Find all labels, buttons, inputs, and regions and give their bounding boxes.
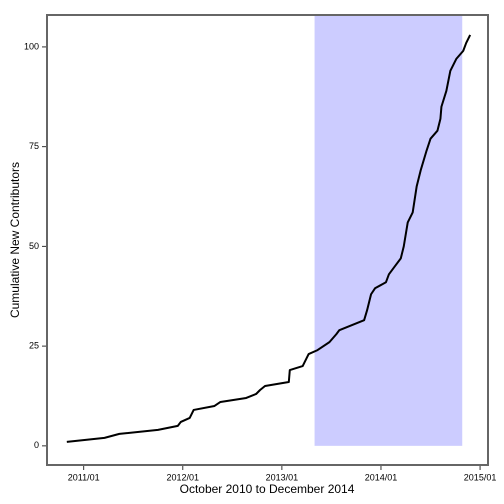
x-tick-label: 2014/01 [365, 472, 398, 482]
x-tick-label: 2011/01 [68, 472, 100, 482]
x-tick-label: 2012/01 [166, 472, 199, 482]
plot-frame [46, 14, 489, 466]
x-tick-label: 2015/01 [464, 472, 497, 482]
shaded-region [314, 15, 463, 446]
x-tick-label: 2013/01 [266, 472, 299, 482]
x-axis-title: October 2010 to December 2014 [180, 482, 355, 496]
y-tick-label: 75 [29, 141, 39, 151]
data-line [66, 34, 472, 443]
y-tick-label: 25 [29, 340, 39, 350]
y-tick-label: 0 [34, 440, 39, 450]
y-tick-label: 50 [29, 241, 39, 251]
y-axis-title: Cumulative New Contributors [8, 162, 22, 318]
y-tick-label: 100 [24, 41, 39, 51]
